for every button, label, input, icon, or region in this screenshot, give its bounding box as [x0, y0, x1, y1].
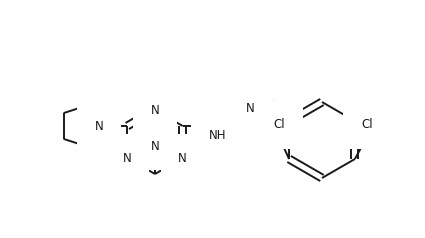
Text: N: N: [150, 104, 159, 116]
Text: NH: NH: [209, 129, 227, 142]
Text: N: N: [150, 139, 159, 153]
Text: N: N: [123, 152, 132, 164]
Text: Cl: Cl: [273, 118, 285, 131]
Text: N: N: [178, 152, 187, 164]
Text: N: N: [95, 119, 104, 133]
Text: N: N: [246, 102, 255, 115]
Text: Cl: Cl: [361, 118, 373, 131]
